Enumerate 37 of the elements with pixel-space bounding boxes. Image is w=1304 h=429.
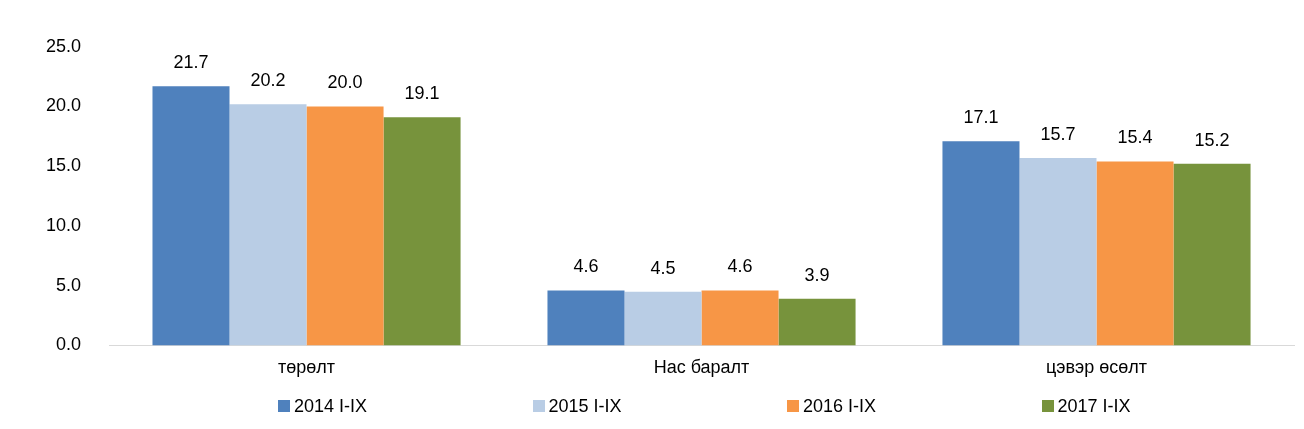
x-tick-label: цэвэр өсөлт xyxy=(1045,357,1148,378)
data-label: 20.0 xyxy=(327,72,363,93)
data-label: 4.5 xyxy=(650,257,676,278)
bar xyxy=(624,291,702,346)
bar xyxy=(778,298,856,346)
y-tick-label: 15.0 xyxy=(45,155,82,176)
legend-label: 2016 I-IX xyxy=(803,395,877,417)
y-tick-label: 20.0 xyxy=(45,95,82,116)
y-tick-label: 25.0 xyxy=(45,35,82,56)
bar xyxy=(1173,163,1251,346)
data-label: 21.7 xyxy=(173,52,209,73)
legend-label: 2017 I-IX xyxy=(1057,395,1131,417)
x-tick-label: Нас баралт xyxy=(653,357,750,378)
data-label: 17.1 xyxy=(963,107,999,128)
bar xyxy=(1096,161,1174,346)
bar xyxy=(1019,157,1097,346)
data-label: 4.6 xyxy=(727,256,753,277)
x-tick-label: төрөлт xyxy=(278,357,336,378)
bar xyxy=(306,106,384,346)
data-label: 15.2 xyxy=(1194,129,1230,150)
y-tick-label: 10.0 xyxy=(45,214,82,235)
bar xyxy=(152,86,230,346)
legend-label: 2014 I-IX xyxy=(294,395,368,417)
bar xyxy=(229,104,307,346)
data-label: 15.7 xyxy=(1040,123,1076,144)
bar xyxy=(701,290,779,346)
bar xyxy=(942,141,1020,346)
data-label: 15.4 xyxy=(1117,127,1153,148)
bar xyxy=(547,290,625,346)
data-label: 3.9 xyxy=(804,264,830,285)
y-tick-label: 5.0 xyxy=(56,274,82,295)
data-label: 19.1 xyxy=(404,83,440,104)
data-label: 20.2 xyxy=(250,70,286,91)
legend-label: 2015 I-IX xyxy=(548,395,622,417)
y-tick-label: 0.0 xyxy=(56,334,82,355)
bar xyxy=(383,117,461,346)
data-label: 4.6 xyxy=(573,256,599,277)
